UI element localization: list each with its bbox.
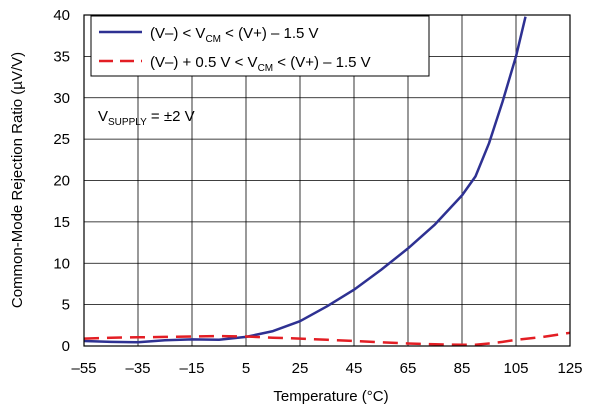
legend-box <box>90 15 430 77</box>
x-axis-title: Temperature (°C) <box>273 388 388 405</box>
y-tick-label: 25 <box>53 131 70 148</box>
legend-label-1: (V–) < VCM < (V+) – 1.5 V <box>150 25 319 45</box>
y-tick-label: 5 <box>62 297 70 314</box>
y-tick-label: 40 <box>53 7 70 24</box>
series-line-2 <box>83 331 571 347</box>
legend-label-2: (V–) + 0.5 V < VCM < (V+) – 1.5 V <box>150 54 371 74</box>
x-tick-label: –35 <box>125 360 150 377</box>
plot-frame <box>83 14 571 347</box>
x-tick-label: 65 <box>400 360 417 377</box>
y-axis-title: Common-Mode Rejection Ratio (µV/V) <box>9 52 26 308</box>
y-tick-label: 20 <box>53 173 70 190</box>
x-tick-label: 85 <box>454 360 471 377</box>
y-tick-label: 10 <box>53 255 70 272</box>
series-lines <box>83 16 571 347</box>
x-tick-label: 105 <box>503 360 528 377</box>
legend: (V–) < VCM < (V+) – 1.5 V (V–) + 0.5 V < … <box>90 15 430 77</box>
y-tick-label: 35 <box>53 48 70 65</box>
y-tick-labels: 0 5 10 15 20 25 30 35 40 <box>53 7 70 355</box>
x-tick-label: 5 <box>242 360 250 377</box>
x-tick-label: 45 <box>346 360 363 377</box>
supply-annotation: VSUPPLY = ±2 V <box>98 108 195 128</box>
y-tick-label: 30 <box>53 90 70 107</box>
x-tick-label: 125 <box>557 360 582 377</box>
supply-voltage-label: VSUPPLY = ±2 V <box>98 108 195 128</box>
x-tick-labels: –55 –35 –15 5 25 45 65 85 105 125 <box>71 360 582 377</box>
x-tick-label: 25 <box>292 360 309 377</box>
x-tick-label: –55 <box>71 360 96 377</box>
x-tick-label: –15 <box>179 360 204 377</box>
y-tick-label: 0 <box>62 338 70 355</box>
y-tick-label: 15 <box>53 214 70 231</box>
series-line-1 <box>83 16 527 344</box>
